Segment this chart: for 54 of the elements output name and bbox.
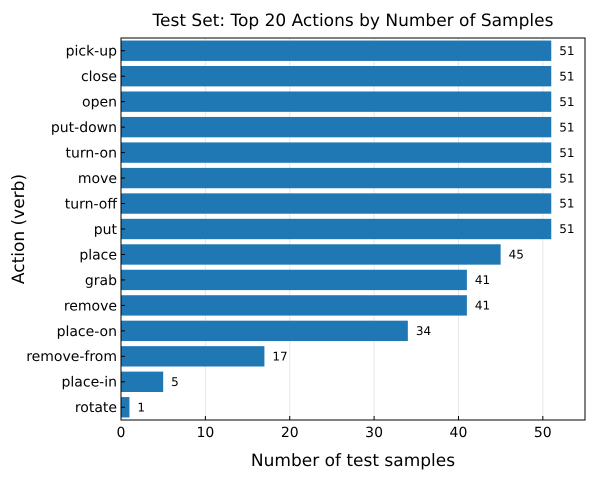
bar [121, 66, 552, 86]
data-label: 41 [474, 273, 490, 288]
y-tick-label: turn-off [64, 196, 118, 212]
bar [121, 116, 552, 138]
bar [121, 91, 552, 112]
x-tick-label: 50 [534, 425, 552, 441]
y-tick-label: open [82, 94, 117, 111]
data-label: 51 [559, 171, 575, 186]
x-tick-label: 0 [116, 425, 126, 441]
y-tick-label: grab [84, 272, 118, 289]
x-tick-label: 30 [365, 425, 384, 441]
x-tick-label: 10 [196, 425, 214, 441]
y-tick-label: put [94, 222, 118, 238]
data-label: 5 [171, 375, 179, 389]
chart-title: Test Set: Top 20 Actions by Number of Samples [152, 11, 554, 31]
y-tick-label: move [78, 170, 117, 187]
bar [121, 142, 552, 163]
bar [121, 295, 467, 316]
y-tick-label: place-in [62, 374, 117, 391]
y-tick-label: remove [64, 298, 117, 314]
y-tick-label: place-on [56, 324, 117, 340]
data-label: 51 [559, 94, 575, 109]
data-label: 45 [508, 248, 524, 262]
data-label: 17 [272, 350, 288, 364]
y-tick-label: place [79, 247, 117, 264]
bar [121, 244, 501, 265]
bar [121, 372, 164, 392]
bar [121, 346, 264, 367]
data-label: 41 [474, 298, 490, 313]
x-tick-label: 40 [450, 425, 468, 441]
data-label: 1 [137, 400, 146, 414]
y-tick-label: turn-on [66, 146, 117, 162]
data-label: 51 [559, 120, 575, 134]
data-label: 51 [559, 222, 575, 236]
y-tick-label: pick-up [66, 44, 118, 60]
bar [121, 218, 552, 240]
data-label: 34 [416, 324, 432, 338]
x-tick-label: 20 [280, 425, 299, 441]
bar [121, 40, 552, 61]
bar [121, 397, 130, 418]
data-label: 51 [559, 69, 575, 84]
y-axis-title: Action (verb) [9, 174, 29, 284]
x-axis-title: Number of test samples [250, 451, 456, 471]
bar [121, 270, 467, 290]
data-label: 51 [559, 196, 575, 211]
y-tick-label: remove-from [26, 349, 117, 366]
bar [121, 320, 408, 342]
y-tick-label: rotate [74, 400, 117, 416]
y-tick-label: put-down [50, 120, 117, 136]
bar [121, 168, 552, 188]
bar [121, 193, 552, 214]
data-label: 51 [559, 146, 575, 160]
y-tick-label: close [80, 69, 117, 86]
data-label: 51 [559, 44, 575, 58]
